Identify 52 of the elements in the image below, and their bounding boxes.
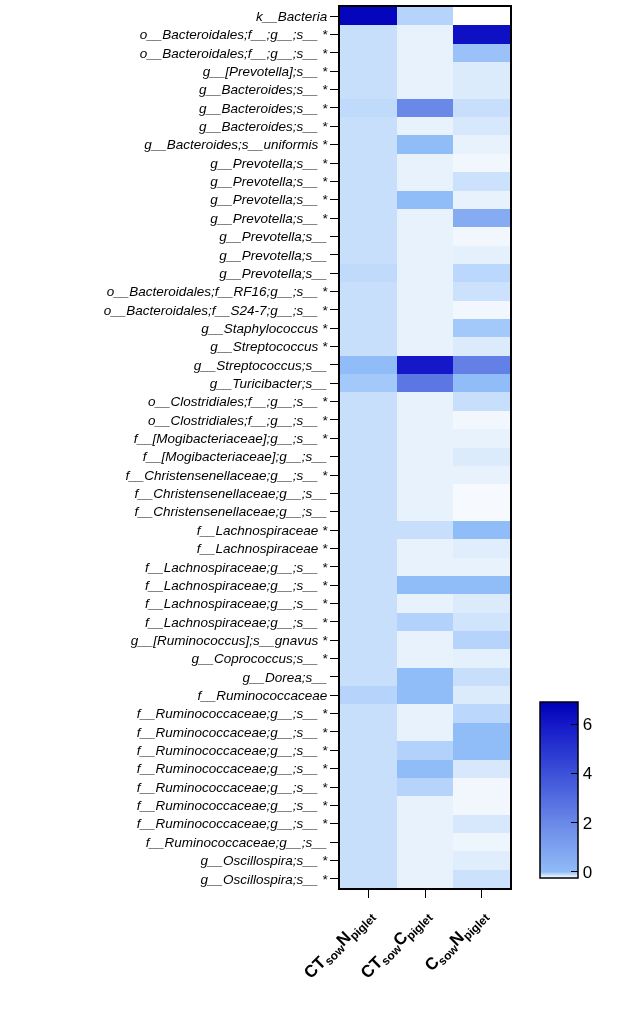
color-bar-label: 4 [582, 764, 593, 784]
color-bar-label: 0 [582, 862, 593, 882]
y-tick-label: f__Christensenellaceae;g__;s__ [134, 486, 328, 502]
y-tick-label: g__Turicibacter;s__ [209, 375, 328, 391]
y-tick-label: f__Lachnospiraceae * [196, 522, 329, 538]
y-tick-label: g__Coprococcus;s__ * [191, 651, 329, 667]
y-tick-label: k__Bacteria [256, 8, 328, 24]
y-tick-label: g__Prevotella;s__ [219, 247, 328, 263]
y-tick-label: f__Lachnospiraceae * [196, 541, 329, 557]
y-tick-label: o__Clostridiales;f__;g__;s__ * [147, 412, 329, 428]
y-tick-label: f__Ruminococcaceae;g__;s__ * [136, 816, 329, 832]
y-tick-label: g__Dorea;s__ [242, 669, 328, 685]
y-tick-label: f__Lachnospiraceae;g__;s__ * [144, 577, 329, 593]
y-tick-label: f__[Mogibacteriaceae];g__;s__ * [133, 431, 329, 447]
color-bar-label: 2 [582, 813, 593, 833]
y-tick-label: f__Christensenellaceae;g__;s__ * [125, 467, 329, 483]
y-tick-label: g__Staphylococcus * [201, 320, 329, 336]
y-tick-label: f__Ruminococcaceae;g__;s__ * [136, 779, 329, 795]
y-tick-label: f__Christensenellaceae;g__;s__ [134, 504, 328, 520]
y-tick-label: g__Oscillospira;s__ * [200, 871, 329, 887]
y-tick-label: f__Ruminococcaceae;g__;s__ * [136, 706, 329, 722]
y-tick-label: o__Bacteroidales;f__RF16;g__;s__ * [106, 284, 329, 300]
y-tick-label: g__Bacteroides;s__uniformis * [144, 137, 329, 153]
y-tick-label: g__Oscillospira;s__ * [200, 853, 329, 869]
y-tick-label: g__Bacteroides;s__ * [198, 82, 329, 98]
y-tick-label: o__Bacteroidales;f__S24-7;g__;s__ * [103, 302, 329, 318]
y-tick-label: f__Lachnospiraceae;g__;s__ * [144, 614, 329, 630]
y-tick-label: f__Ruminococcaceae [197, 688, 328, 704]
y-tick-label: g__Bacteroides;s__ * [198, 119, 329, 135]
y-tick-label: g__Streptococcus;s__ [193, 357, 328, 373]
y-tick-label: f__Ruminococcaceae;g__;s__ * [136, 798, 329, 814]
y-tick-label: g__Prevotella;s__ [219, 265, 328, 281]
y-tick-label: g__Prevotella;s__ * [210, 174, 329, 190]
y-tick-label: g__Bacteroides;s__ * [198, 100, 329, 116]
y-tick-label: f__Ruminococcaceae;g__;s__ [145, 834, 328, 850]
y-tick-label: f__Ruminococcaceae;g__;s__ * [136, 724, 329, 740]
y-tick-label: g__Prevotella;s__ * [210, 155, 329, 171]
y-tick-label: g__[Ruminococcus];s__gnavus * [130, 632, 329, 648]
color-bar-label: 6 [582, 715, 593, 735]
y-tick-label: f__Lachnospiraceae;g__;s__ * [144, 559, 329, 575]
y-tick-label: f__Ruminococcaceae;g__;s__ * [136, 761, 329, 777]
y-tick-label: f__Lachnospiraceae;g__;s__ * [144, 596, 329, 612]
y-tick-label: o__Bacteroidales;f__;g__;s__ * [139, 45, 329, 61]
y-tick-label: g__Prevotella;s__ * [210, 192, 329, 208]
y-tick-label: g__Streptococcus * [210, 339, 329, 355]
y-tick-label: o__Clostridiales;f__;g__;s__ * [147, 394, 329, 410]
y-tick-label: g__Prevotella;s__ * [210, 210, 329, 226]
y-tick-label: f__[Mogibacteriaceae];g__;s__ [142, 449, 328, 465]
y-tick-label: o__Bacteroidales;f__;g__;s__ * [139, 27, 329, 43]
y-tick-label: g__[Prevotella];s__ * [202, 63, 329, 79]
y-tick-label: g__Prevotella;s__ [219, 229, 328, 245]
y-tick-label: f__Ruminococcaceae;g__;s__ * [136, 743, 329, 759]
